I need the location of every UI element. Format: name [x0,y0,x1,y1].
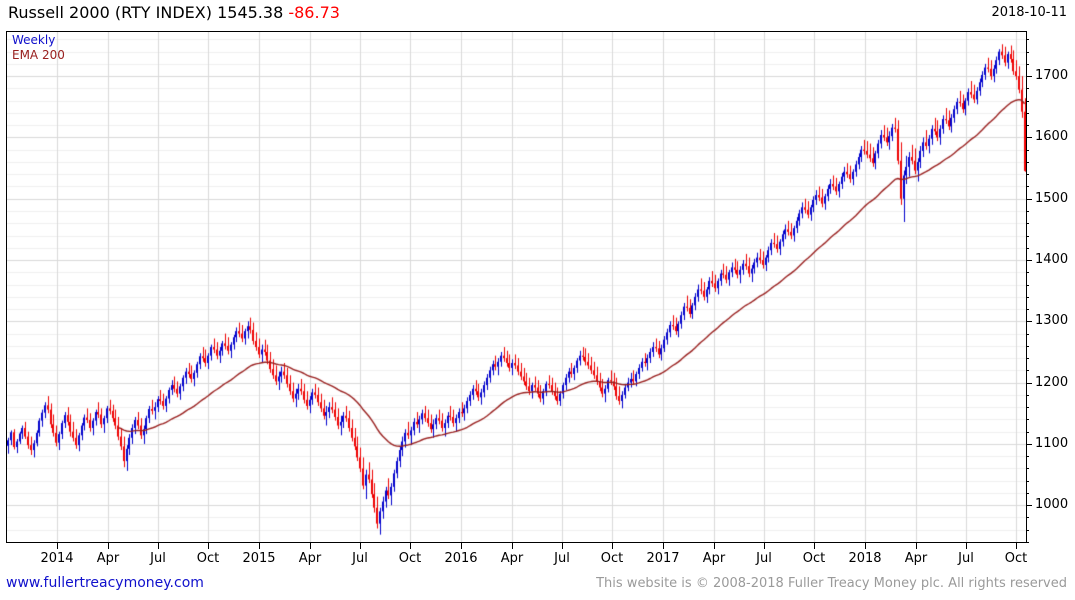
y-axis-tick-label: 1700 [1035,68,1069,84]
x-axis-tick [916,542,917,549]
x-axis-tick-label: Oct [802,551,826,566]
instrument-title: Russell 2000 (RTY INDEX) 1545.38 -86.73 [8,3,340,22]
y-axis-tick-label: 1500 [1035,190,1069,206]
x-axis-tick [461,542,462,549]
x-axis-tick-label: Jul [554,551,570,566]
x-axis-tick-label: Apr [702,551,726,566]
x-axis-tick-label: Oct [196,551,220,566]
x-axis-tick [57,542,58,549]
x-axis-tick-label: 2014 [40,551,74,566]
x-axis-tick-label: Apr [904,551,928,566]
y-axis-tick-label: 1000 [1035,497,1069,513]
x-axis-tick [512,542,513,549]
y-axis-tick-label: 1200 [1035,374,1069,390]
site-url[interactable]: www.fullertreacymoney.com [6,575,204,591]
x-axis-tick [764,542,765,549]
x-axis-tick-label: 2015 [242,551,276,566]
x-axis-tick-label: Oct [1004,551,1028,566]
x-axis-tick [259,542,260,549]
y-axis-tick-label: 1600 [1035,129,1069,145]
x-axis-tick [158,542,159,549]
y-axis-tick-label: 1300 [1035,313,1069,329]
plot-area[interactable] [6,31,1027,543]
x-axis-tick-label: Jul [150,551,166,566]
candlestick-canvas[interactable] [7,32,1026,542]
x-axis-tick-label: Jul [958,551,974,566]
x-axis-tick [310,542,311,549]
x-axis-tick-label: Jul [352,551,368,566]
price-change: -86.73 [288,3,340,22]
x-axis-tick [714,542,715,549]
x-axis-tick [562,542,563,549]
y-axis-tick-label: 1400 [1035,252,1069,268]
copyright-notice: This website is © 2008-2018 Fuller Treac… [596,576,1067,591]
x-axis-tick [108,542,109,549]
x-axis-tick [663,542,664,549]
x-axis-tick [410,542,411,549]
x-axis-tick-label: 2016 [444,551,478,566]
x-axis-tick-label: Oct [398,551,422,566]
y-axis-tick-label: 1100 [1035,435,1069,451]
x-axis-tick-label: 2018 [848,551,882,566]
x-axis-tick [612,542,613,549]
x-axis-tick [865,542,866,549]
x-axis-tick [208,542,209,549]
chart-header: Russell 2000 (RTY INDEX) 1545.38 -86.73 … [0,0,1075,26]
x-axis-tick-label: Jul [756,551,772,566]
x-axis-tick [814,542,815,549]
x-axis-tick-label: Oct [600,551,624,566]
x-axis-tick-label: Apr [298,551,322,566]
x-axis-tick-label: Apr [500,551,524,566]
x-axis-tick-label: 2017 [646,551,680,566]
x-axis-tick [966,542,967,549]
instrument-name: Russell 2000 (RTY INDEX) [8,3,212,22]
x-axis-tick [360,542,361,549]
last-price: 1545.38 [217,3,284,22]
x-axis-tick [1016,542,1017,549]
x-axis-tick-label: Apr [96,551,120,566]
chart-date: 2018-10-11 [991,5,1067,20]
